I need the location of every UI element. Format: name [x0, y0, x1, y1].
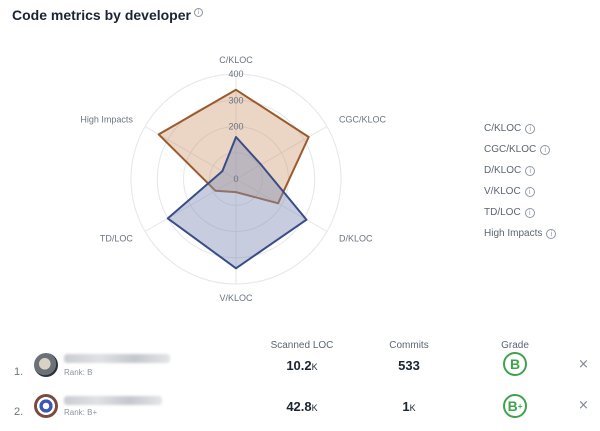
legend-label: V/KLOC	[484, 186, 521, 197]
scanned-loc-number: 42.8	[286, 399, 312, 414]
radar-tick-label: 200	[228, 122, 243, 132]
column-header-scanned: Scanned LOC	[270, 340, 334, 351]
radar-axis-label: C/KLOC	[219, 55, 253, 65]
commits-number: 1	[402, 399, 410, 414]
grade-badge: B	[503, 352, 527, 376]
column-header-commits: Commits	[389, 340, 429, 351]
radar-tick-label: 300	[228, 95, 243, 105]
info-icon[interactable]: i	[193, 8, 203, 17]
scanned-loc-value: 10.2K	[262, 358, 342, 373]
commits-value: 1K	[369, 399, 449, 414]
developer-name-redacted	[64, 396, 162, 405]
scanned-loc-unit: K	[311, 403, 318, 413]
radar-axis-label: High Impacts	[80, 115, 133, 125]
remove-row-close-icon[interactable]: ×	[578, 398, 589, 413]
column-header-grade: Grade	[501, 340, 529, 351]
remove-row-close-icon[interactable]: ×	[578, 357, 589, 372]
table-row[interactable]: 1. Rank: B 10.2K 533 B ×	[0, 348, 600, 388]
radar-series-polygon	[157, 88, 310, 205]
radar-axis-label: D/KLOC	[339, 234, 373, 244]
info-icon[interactable]: i	[540, 144, 551, 155]
radar-series-polygon	[166, 136, 308, 270]
commits-number: 533	[398, 358, 420, 373]
table-row[interactable]: 2. Rank: B+ 42.8K 1K B + ×	[0, 391, 600, 431]
grade-modifier: +	[517, 401, 523, 411]
page-title: Code metrics by developer	[12, 7, 191, 23]
avatar	[34, 394, 58, 418]
commits-value: 533	[369, 358, 449, 373]
rank-label: Rank: B+	[64, 408, 98, 417]
grade-letter: B	[507, 398, 518, 414]
scanned-loc-number: 10.2	[286, 358, 312, 373]
info-icon[interactable]: i	[525, 123, 536, 134]
avatar	[34, 353, 58, 377]
info-icon[interactable]: i	[546, 228, 557, 239]
radar-axis-spoke	[235, 126, 328, 180]
legend-label: TD/LOC	[484, 207, 521, 218]
radar-axis-spoke	[235, 178, 328, 232]
row-number: 1.	[14, 366, 24, 378]
legend-item-d-kloc[interactable]: D/KLOC i	[484, 160, 556, 181]
legend-item-cgc-kloc[interactable]: CGC/KLOC i	[484, 139, 556, 160]
info-icon[interactable]: i	[525, 165, 536, 176]
legend-label: High Impacts	[484, 228, 543, 239]
scanned-loc-unit: K	[311, 362, 318, 372]
developer-name-redacted	[64, 354, 170, 363]
legend-label: CGC/KLOC	[484, 144, 537, 155]
legend-label: D/KLOC	[484, 165, 522, 176]
radar-axis-label: TD/LOC	[100, 234, 134, 244]
legend-item-td-loc[interactable]: TD/LOC i	[484, 202, 556, 223]
grade-badge: B +	[503, 394, 527, 418]
legend-item-c-kloc[interactable]: C/KLOC i	[484, 118, 556, 139]
radar-axis-label: V/KLOC	[219, 293, 253, 303]
radar-axis-label: CGC/KLOC	[339, 115, 387, 125]
radar-axis-spoke	[144, 178, 237, 232]
row-number: 2.	[14, 406, 24, 418]
scanned-loc-value: 42.8K	[262, 399, 342, 414]
legend-item-v-kloc[interactable]: V/KLOC i	[484, 181, 556, 202]
chart-legend: C/KLOC i CGC/KLOC i D/KLOC i V/KLOC i TD…	[484, 118, 557, 244]
legend-item-high-impacts[interactable]: High Impacts i	[484, 223, 557, 244]
title-wrap: Code metrics by developer i	[12, 7, 203, 23]
radar-tick-label: 0	[233, 174, 238, 184]
radar-tick-label: 400	[228, 69, 243, 79]
commits-unit: K	[409, 403, 416, 413]
info-icon[interactable]: i	[524, 186, 535, 197]
legend-label: C/KLOC	[484, 123, 522, 134]
grade-letter: B	[509, 356, 521, 372]
info-icon[interactable]: i	[524, 207, 535, 218]
radar-chart: 0 200 300 400 C/KLOC CGC/KLOC D/KLOC V/KLOC TD/L…	[80, 55, 387, 303]
rank-label: Rank: B	[64, 368, 93, 377]
